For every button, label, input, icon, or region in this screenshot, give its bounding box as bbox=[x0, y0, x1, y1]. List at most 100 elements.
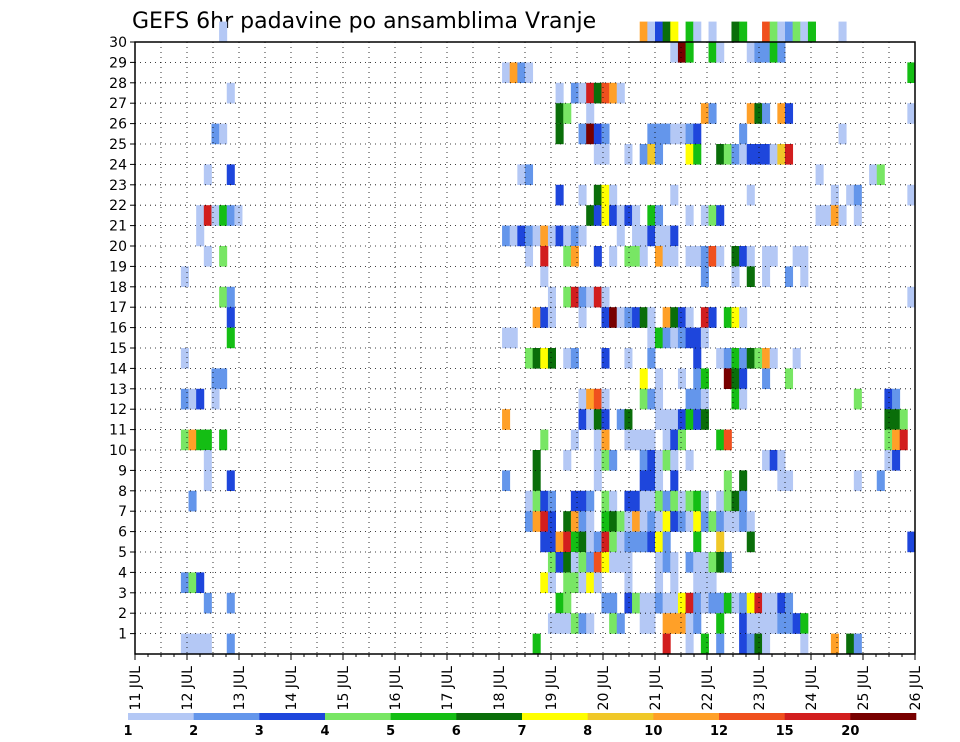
heatmap-cell bbox=[532, 450, 541, 471]
heatmap-cell bbox=[785, 266, 794, 287]
heatmap-cell bbox=[601, 531, 610, 553]
heatmap-cell bbox=[586, 531, 595, 553]
heatmap-cell bbox=[700, 592, 709, 614]
heatmap-cell bbox=[746, 42, 755, 63]
x-tick-label: 18 JUL bbox=[492, 666, 508, 711]
heatmap-cell bbox=[563, 225, 572, 247]
heatmap-cell bbox=[746, 266, 755, 287]
heatmap-cell bbox=[815, 205, 824, 226]
heatmap-cell bbox=[693, 123, 702, 145]
heatmap-cell bbox=[739, 348, 748, 369]
y-tick-label: 24 bbox=[109, 157, 127, 173]
heatmap-cell bbox=[624, 572, 633, 593]
heatmap-cell bbox=[586, 613, 595, 634]
heatmap-cell bbox=[677, 42, 686, 63]
heatmap-cell bbox=[892, 450, 901, 471]
heatmap-cell bbox=[685, 42, 694, 63]
heatmap-cell bbox=[670, 613, 679, 634]
heatmap-cell bbox=[731, 348, 740, 369]
colorbar-label: 12 bbox=[710, 724, 728, 739]
heatmap-cell bbox=[846, 184, 855, 206]
heatmap-cell bbox=[777, 592, 786, 614]
heatmap-cell bbox=[685, 246, 694, 267]
heatmap-cell bbox=[517, 225, 526, 247]
colorbar-label: 5 bbox=[386, 724, 395, 739]
heatmap-cell bbox=[502, 409, 511, 430]
heatmap-cell bbox=[563, 511, 572, 532]
heatmap-cell bbox=[677, 592, 686, 614]
y-tick-label: 26 bbox=[109, 117, 127, 133]
heatmap-cell bbox=[540, 511, 549, 532]
heatmap-cell bbox=[892, 388, 901, 410]
heatmap-cell bbox=[211, 205, 220, 226]
heatmap-cell bbox=[677, 409, 686, 430]
heatmap-cell bbox=[716, 348, 725, 369]
heatmap-cell bbox=[792, 348, 801, 369]
heatmap-cell bbox=[700, 205, 709, 226]
y-tick-label: 18 bbox=[109, 280, 127, 296]
y-tick-label: 8 bbox=[118, 484, 127, 500]
heatmap-cell bbox=[723, 429, 732, 451]
heatmap-cell bbox=[555, 592, 564, 614]
heatmap-cell bbox=[670, 450, 679, 471]
heatmap-cell bbox=[700, 633, 709, 655]
x-tick-label: 16 JUL bbox=[388, 666, 404, 711]
heatmap-cell bbox=[884, 450, 893, 471]
heatmap-cell bbox=[685, 123, 694, 145]
heatmap-cell bbox=[632, 511, 641, 532]
heatmap-cell bbox=[540, 307, 549, 328]
heatmap-cell bbox=[746, 613, 755, 634]
heatmap-cell bbox=[739, 633, 748, 655]
heatmap-cell bbox=[593, 429, 602, 451]
heatmap-cell bbox=[907, 62, 916, 83]
colorbar-label: 8 bbox=[583, 724, 592, 739]
y-tick-label: 1 bbox=[118, 627, 127, 643]
y-tick-label: 13 bbox=[109, 382, 127, 398]
heatmap-cell bbox=[586, 572, 595, 593]
heatmap-cell bbox=[639, 21, 648, 43]
y-tick-label: 20 bbox=[109, 239, 127, 255]
heatmap-cell bbox=[196, 205, 205, 226]
heatmap-cell bbox=[662, 123, 671, 145]
heatmap-cell bbox=[180, 633, 189, 655]
colorbar-label: 7 bbox=[517, 724, 526, 739]
heatmap-cell bbox=[196, 429, 205, 451]
heatmap-cell bbox=[639, 592, 648, 614]
heatmap-cell bbox=[731, 388, 740, 410]
heatmap-cell bbox=[547, 531, 556, 553]
heatmap-cell bbox=[624, 205, 633, 226]
heatmap-cell bbox=[785, 21, 794, 43]
heatmap-cell bbox=[586, 409, 595, 430]
heatmap-cell bbox=[647, 388, 656, 410]
heatmap-cell bbox=[762, 348, 771, 369]
heatmap-cell bbox=[570, 572, 579, 593]
heatmap-cell bbox=[563, 348, 572, 369]
heatmap-cell bbox=[785, 103, 794, 124]
heatmap-cell bbox=[785, 470, 794, 491]
heatmap-cell bbox=[700, 490, 709, 512]
heatmap-cell bbox=[762, 633, 771, 655]
heatmap-cell bbox=[823, 205, 832, 226]
heatmap-cell bbox=[769, 246, 778, 267]
heatmap-cell bbox=[700, 246, 709, 267]
heatmap-cell bbox=[723, 490, 732, 512]
heatmap-cell bbox=[188, 429, 197, 451]
heatmap-cell bbox=[219, 246, 228, 267]
heatmap-cell bbox=[639, 531, 648, 553]
heatmap-cell bbox=[777, 103, 786, 124]
heatmap-cell bbox=[647, 450, 656, 471]
heatmap-cell bbox=[723, 368, 732, 389]
heatmap-cell bbox=[685, 205, 694, 226]
heatmap-cell bbox=[907, 103, 916, 124]
colorbar-swatch bbox=[325, 713, 391, 720]
heatmap-cell bbox=[685, 409, 694, 430]
heatmap-cell bbox=[838, 205, 847, 226]
heatmap-cell bbox=[685, 490, 694, 512]
y-tick-label: 11 bbox=[109, 423, 127, 439]
heatmap-cell bbox=[624, 592, 633, 614]
heatmap-cell bbox=[762, 368, 771, 389]
heatmap-cell bbox=[731, 592, 740, 614]
heatmap-cell bbox=[746, 144, 755, 165]
heatmap-cell bbox=[777, 470, 786, 491]
heatmap-cell bbox=[624, 531, 633, 553]
